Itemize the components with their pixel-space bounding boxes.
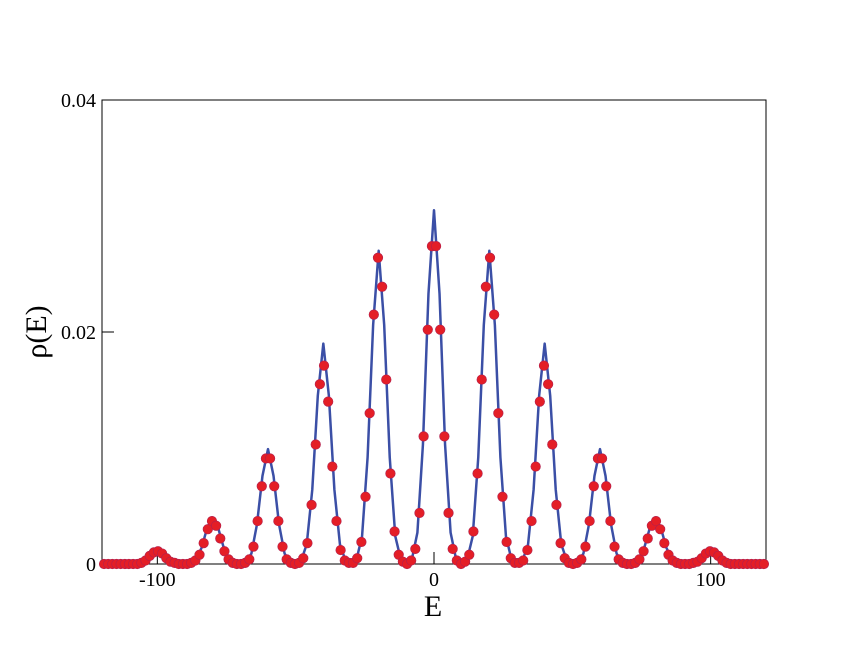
data-point (298, 553, 309, 564)
data-point (430, 241, 442, 252)
data-point (468, 526, 479, 537)
data-point (406, 555, 417, 566)
x-tick-label: 100 (696, 569, 726, 591)
data-point (522, 544, 533, 556)
data-point (642, 533, 653, 544)
data-point (194, 549, 205, 560)
data-point (381, 374, 392, 385)
data-point (314, 379, 325, 390)
data-point (538, 360, 550, 371)
data-point (310, 439, 321, 450)
data-point (497, 491, 508, 502)
curve (102, 208, 766, 566)
data-point (501, 536, 512, 548)
data-point (576, 554, 587, 565)
data-point (364, 408, 375, 419)
data-point (547, 439, 558, 450)
data-point (352, 553, 363, 564)
data-point (318, 360, 330, 371)
data-point (530, 461, 541, 472)
data-point (476, 374, 487, 385)
y-tick-label: 0.04 (61, 90, 96, 112)
data-point (360, 491, 371, 502)
data-point (327, 461, 338, 472)
data-point (244, 554, 255, 565)
data-point (609, 541, 620, 552)
x-tick-label: -100 (139, 569, 176, 591)
data-point (215, 533, 226, 544)
data-point (306, 499, 317, 510)
data-point (389, 526, 400, 537)
data-point (435, 324, 446, 335)
data-point (356, 536, 367, 548)
data-point (368, 309, 379, 320)
data-point (758, 558, 770, 570)
data-point (555, 538, 566, 549)
data-point (323, 396, 334, 407)
data-point (422, 324, 433, 335)
data-point (526, 515, 537, 527)
data-point (248, 541, 259, 552)
data-point (198, 538, 209, 549)
data-point (331, 515, 342, 527)
data-point (302, 538, 313, 549)
data-point (211, 520, 222, 531)
data-point (543, 379, 554, 390)
y-axis-label: ρ(E) (20, 305, 53, 358)
data-point (489, 309, 500, 320)
data-point (335, 544, 346, 556)
data-point (418, 431, 429, 442)
data-point (269, 481, 280, 492)
data-point (414, 507, 425, 519)
data-point (551, 499, 562, 510)
data-point (273, 515, 284, 527)
data-point (588, 481, 599, 492)
x-axis-label: E (424, 590, 442, 623)
data-point (484, 252, 496, 263)
data-point (650, 515, 662, 527)
data-point (638, 546, 649, 557)
data-point (264, 453, 276, 464)
data-point (410, 543, 421, 555)
data-point (655, 524, 666, 535)
data-point (256, 481, 267, 492)
data-point (480, 281, 491, 292)
data-point (518, 555, 529, 566)
data-point (464, 549, 475, 560)
data-point (596, 453, 608, 464)
data-point (580, 541, 591, 552)
data-point (534, 396, 545, 407)
data-point (447, 543, 458, 555)
data-point (277, 541, 288, 552)
plot-frame (101, 99, 767, 565)
data-point (659, 538, 670, 549)
data-point (372, 252, 384, 263)
data-point (443, 507, 454, 519)
y-tick-label: 0.02 (61, 322, 96, 344)
data-point (605, 515, 616, 527)
data-point (472, 468, 483, 479)
data-point (493, 408, 504, 419)
x-tick-label: 0 (429, 569, 439, 591)
y-tick-label: 0 (86, 554, 96, 576)
data-point (439, 431, 450, 442)
data-point (584, 515, 595, 527)
data-point (219, 546, 230, 557)
data-point (601, 481, 612, 492)
data-point (377, 281, 388, 292)
data-point (385, 468, 396, 479)
data-point (634, 554, 645, 565)
data-point (252, 515, 263, 527)
